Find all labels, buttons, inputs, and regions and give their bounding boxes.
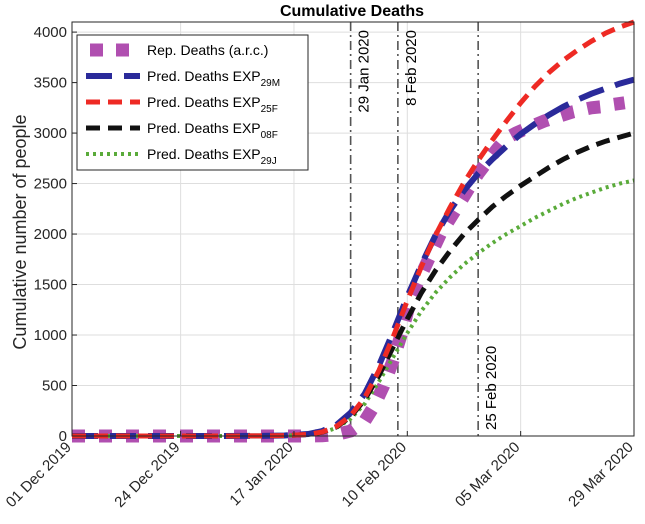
y-tick-label: 0 <box>59 428 67 445</box>
legend-label: Rep. Deaths (a.r.c.) <box>147 42 268 58</box>
event-lines: 29 Jan 2020 8 Feb 2020 25 Feb 2020 <box>349 22 500 436</box>
legend-label-name: Pred. Deaths EXP <box>147 94 261 110</box>
y-tick-label: 500 <box>42 378 67 395</box>
series-line-reported <box>72 96 626 443</box>
legend-label-name: Pred. Deaths EXP <box>147 120 261 136</box>
legend-swatch <box>116 43 129 57</box>
y-tick-label: 1000 <box>34 327 67 344</box>
event-line-label: 25 Feb 2020 <box>483 346 500 430</box>
legend-label-subscript: 08F <box>261 130 278 141</box>
y-tick-label: 2500 <box>34 176 67 193</box>
legend-label: Pred. Deaths EXP29J <box>147 146 277 167</box>
x-tick-label: 29 Mar 2020 <box>565 439 637 511</box>
y-tick-label: 3500 <box>34 75 67 92</box>
legend-label: Pred. Deaths EXP08F <box>147 120 278 141</box>
x-tick-label: 10 Feb 2020 <box>339 439 411 511</box>
x-tick-label: 24 Dec 2019 <box>111 439 183 511</box>
event-line-label: 8 Feb 2020 <box>403 30 420 106</box>
event-line-label: 29 Jan 2020 <box>356 30 373 113</box>
y-tick-label: 4000 <box>34 24 67 41</box>
y-ticks: 0 500 1000 1500 2000 2500 3000 3500 4000 <box>34 24 77 445</box>
legend-label-name: Pred. Deaths EXP <box>147 146 261 162</box>
plot-frame <box>71 21 635 437</box>
legend-swatch <box>90 43 103 57</box>
legend-label-name: Pred. Deaths EXP <box>147 68 261 84</box>
y-tick-label: 2000 <box>34 226 67 243</box>
y-tick-label: 3000 <box>34 125 67 142</box>
y-tick-label: 1500 <box>34 277 67 294</box>
legend-label-subscript: 25F <box>261 104 278 115</box>
legend-label: Pred. Deaths EXP25F <box>147 94 278 115</box>
legend-label-name: Rep. Deaths (a.r.c.) <box>147 42 268 58</box>
legend-label-subscript: 29J <box>261 156 277 167</box>
x-tick-label: 17 Jan 2020 <box>226 439 296 509</box>
series-line-29j <box>72 178 635 438</box>
legend-label: Pred. Deaths EXP29M <box>147 68 280 89</box>
x-tick-label: 01 Dec 2019 <box>3 439 75 511</box>
x-ticks: 01 Dec 2019 24 Dec 2019 17 Jan 2020 10 Feb … <box>3 431 637 511</box>
legend: Rep. Deaths (a.r.c.)Pred. Deaths EXP29MP… <box>76 34 309 171</box>
y-axis-label: Cumulative number of people <box>10 114 30 349</box>
chart-title: Cumulative Deaths <box>280 3 424 20</box>
legend-label-subscript: 29M <box>261 78 280 89</box>
x-tick-label: 05 Mar 2020 <box>452 439 524 511</box>
